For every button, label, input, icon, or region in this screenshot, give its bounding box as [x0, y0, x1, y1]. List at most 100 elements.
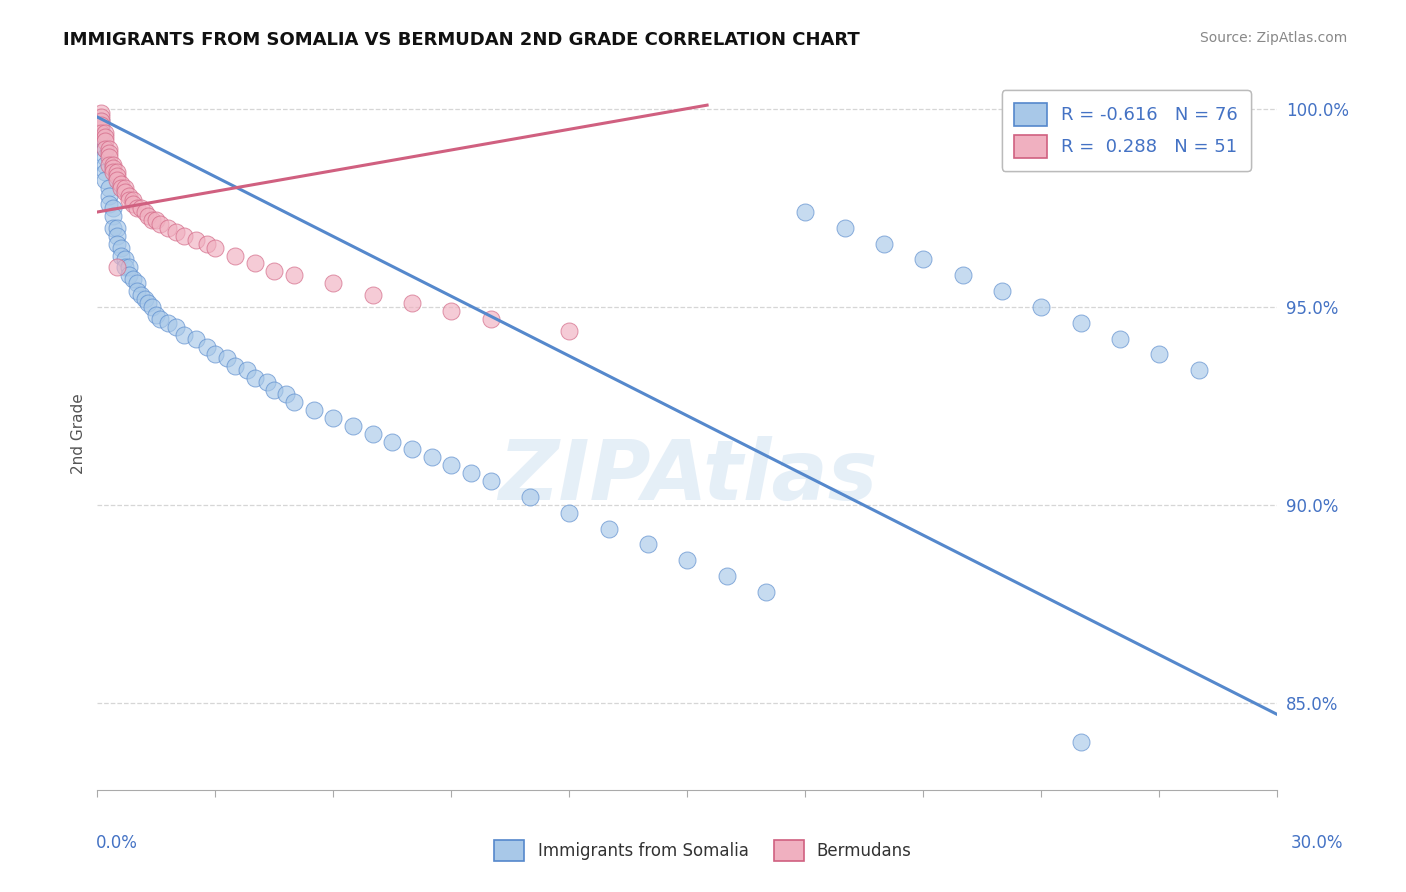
Text: 0.0%: 0.0% [96, 834, 138, 852]
Point [217, 351, 239, 366]
Point [558, 324, 581, 338]
Point [98, 145, 121, 160]
Point [991, 284, 1014, 298]
Point [149, 217, 172, 231]
Point [118, 260, 141, 275]
Point [90, 129, 112, 144]
Point [105, 236, 128, 251]
Point [98, 150, 121, 164]
Point [125, 201, 148, 215]
Point [361, 288, 384, 302]
Point [90, 114, 112, 128]
Point [134, 205, 156, 219]
Point [138, 296, 160, 310]
Point [90, 114, 112, 128]
Point [90, 137, 112, 152]
Point [165, 225, 187, 239]
Point [460, 466, 482, 480]
Text: ZIPAtlas: ZIPAtlas [498, 436, 877, 516]
Point [114, 252, 136, 267]
Point [276, 387, 298, 401]
Point [129, 288, 152, 302]
Point [90, 106, 112, 120]
Point [141, 213, 163, 227]
Point [283, 268, 305, 283]
Point [519, 490, 541, 504]
Point [1031, 300, 1053, 314]
Point [105, 260, 128, 275]
Point [114, 181, 136, 195]
Point [121, 193, 143, 207]
Point [873, 236, 896, 251]
Point [101, 220, 124, 235]
Point [256, 375, 278, 389]
Point [98, 157, 121, 171]
Point [184, 332, 207, 346]
Point [121, 272, 143, 286]
Point [90, 110, 112, 124]
Point [1149, 347, 1171, 361]
Point [121, 197, 143, 211]
Point [1188, 363, 1211, 377]
Point [598, 522, 620, 536]
Point [101, 165, 124, 179]
Point [952, 268, 974, 283]
Point [165, 319, 187, 334]
Point [145, 308, 167, 322]
Point [110, 241, 132, 255]
Point [90, 118, 112, 132]
Point [94, 165, 117, 179]
Point [125, 277, 148, 291]
Point [94, 150, 117, 164]
Point [197, 340, 219, 354]
Point [94, 126, 117, 140]
Point [361, 426, 384, 441]
Point [479, 474, 502, 488]
Point [138, 209, 160, 223]
Point [105, 228, 128, 243]
Point [1070, 316, 1092, 330]
Y-axis label: 2nd Grade: 2nd Grade [72, 393, 86, 474]
Point [479, 311, 502, 326]
Point [157, 316, 180, 330]
Point [94, 134, 117, 148]
Point [105, 169, 128, 184]
Point [101, 157, 124, 171]
Point [283, 395, 305, 409]
Point [118, 189, 141, 203]
Point [105, 173, 128, 187]
Point [101, 161, 124, 176]
Point [94, 129, 117, 144]
Text: IMMIGRANTS FROM SOMALIA VS BERMUDAN 2ND GRADE CORRELATION CHART: IMMIGRANTS FROM SOMALIA VS BERMUDAN 2ND … [63, 31, 860, 49]
Point [834, 220, 856, 235]
Point [145, 213, 167, 227]
Point [184, 233, 207, 247]
Point [105, 220, 128, 235]
Point [440, 458, 463, 473]
Point [302, 402, 325, 417]
Point [243, 256, 266, 270]
Point [141, 300, 163, 314]
Point [401, 442, 423, 457]
Legend: Immigrants from Somalia, Bermudans: Immigrants from Somalia, Bermudans [488, 833, 918, 868]
Point [173, 327, 195, 342]
Point [157, 220, 180, 235]
Point [149, 311, 172, 326]
Point [401, 296, 423, 310]
Point [134, 292, 156, 306]
Point [110, 181, 132, 195]
Point [94, 142, 117, 156]
Point [558, 506, 581, 520]
Text: 30.0%: 30.0% [1291, 834, 1343, 852]
Point [98, 181, 121, 195]
Point [322, 277, 344, 291]
Point [110, 248, 132, 262]
Point [90, 126, 112, 140]
Point [1070, 735, 1092, 749]
Point [912, 252, 935, 267]
Point [243, 371, 266, 385]
Point [637, 537, 659, 551]
Point [173, 228, 195, 243]
Point [110, 178, 132, 192]
Point [94, 142, 117, 156]
